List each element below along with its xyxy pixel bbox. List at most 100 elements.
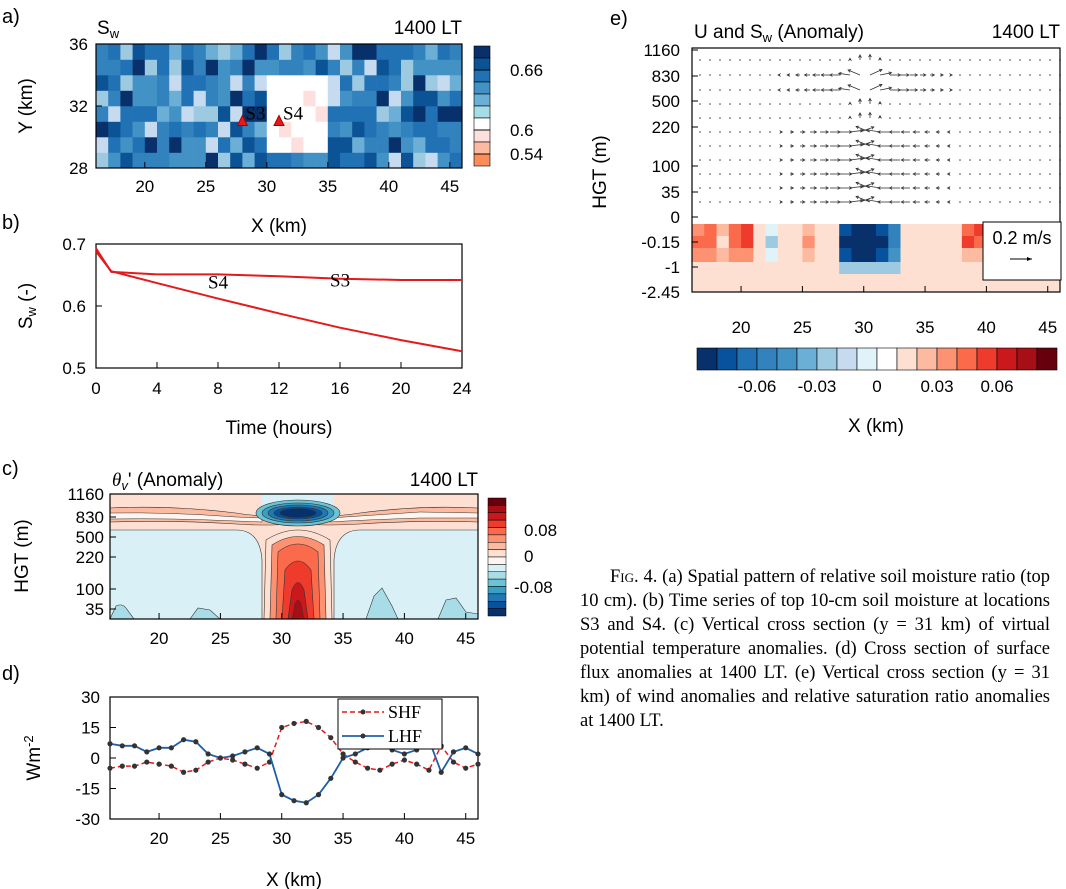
map-cell (315, 59, 329, 76)
x-tick-label: 8 (213, 379, 222, 398)
soil-anomaly-cell (741, 262, 754, 274)
soil-anomaly-cell (802, 236, 815, 248)
map-cell (425, 137, 438, 153)
map-cell (230, 44, 243, 60)
soil-anomaly-cell (949, 236, 963, 248)
map-cell (315, 90, 329, 107)
y-tick-label: 15 (81, 719, 100, 738)
data-point (475, 761, 481, 767)
map-cell (108, 59, 121, 76)
soil-anomaly-cell (851, 236, 865, 248)
x-tick-label: 0 (91, 379, 100, 398)
y-tick-label: 36 (69, 35, 88, 54)
map-cell (181, 90, 194, 107)
wind-arrow (1019, 89, 1021, 91)
soil-anomaly-cell (949, 224, 963, 236)
map-cell (193, 75, 207, 91)
soil-anomaly-cell (741, 248, 754, 262)
wind-arrow (759, 103, 761, 105)
y-tick-label: 35 (661, 183, 680, 202)
wind-arrow (855, 126, 871, 133)
wind-arrow (789, 117, 791, 119)
map-cell (218, 152, 231, 168)
map-cell (303, 44, 316, 60)
panel-d-legend: SHF LHF (337, 698, 443, 750)
soil-anomaly-cell (925, 248, 938, 262)
wind-arrow (1029, 74, 1031, 76)
map-cell (205, 106, 219, 122)
data-point (254, 765, 260, 771)
wind-arrow (709, 131, 711, 133)
map-cell (437, 90, 451, 107)
wind-arrow (1029, 187, 1031, 189)
wind-arrow (989, 159, 991, 161)
map-cell (279, 152, 292, 168)
map-cell (425, 90, 438, 107)
map-cell (181, 44, 194, 60)
map-cell (96, 75, 109, 91)
map-cell (327, 152, 341, 168)
map-cell (242, 106, 255, 122)
wind-arrow (849, 129, 864, 133)
wind-arrow (829, 117, 831, 119)
wind-arrow (1039, 145, 1041, 147)
wind-arrow (959, 131, 961, 133)
y-tick-label: 32 (69, 97, 88, 116)
soil-anomaly-cell (900, 224, 914, 236)
x-tick-label: 35 (318, 177, 337, 196)
map-cell (449, 152, 462, 168)
map-cell (388, 106, 402, 122)
colorbar-swatch (487, 556, 507, 565)
colorbar-swatch (487, 578, 507, 587)
map-cell (340, 137, 353, 153)
wind-arrow (699, 201, 701, 203)
wind-arrow (855, 182, 871, 189)
map-cell (291, 44, 304, 60)
wind-arrow (949, 117, 951, 119)
wind-arrow (999, 159, 1001, 161)
wind-arrow (989, 187, 991, 189)
map-cell (352, 152, 365, 168)
soil-anomaly-cell (753, 224, 766, 236)
map-cell (193, 106, 207, 122)
colorbar-swatch (916, 347, 938, 371)
wind-arrow (719, 201, 721, 203)
map-cell (303, 59, 316, 76)
colorbar-swatch (487, 608, 507, 617)
panel-e-ylabel: HGT (m) (590, 135, 611, 209)
data-point (291, 798, 297, 804)
x-tick-label: 35 (334, 829, 353, 848)
y-tick-label: -2.45 (641, 283, 680, 302)
colorbar-swatch (776, 347, 798, 371)
wind-arrow (729, 103, 731, 105)
y-tick-label: 220 (76, 548, 104, 567)
soil-anomaly-cell (925, 236, 938, 248)
map-cell (425, 121, 438, 138)
map-cell (291, 121, 304, 138)
wind-arrow (929, 117, 931, 119)
wind-arrow (969, 159, 971, 161)
wind-arrow (769, 173, 771, 175)
wind-arrow (1009, 89, 1011, 91)
wind-arrow (989, 89, 991, 91)
colorbar-swatch (1036, 347, 1058, 371)
map-cell (230, 152, 243, 168)
colorbar-swatch (487, 542, 507, 550)
colorbar-swatch (473, 129, 491, 143)
map-cell (205, 121, 219, 138)
data-point (377, 767, 383, 773)
wind-arrow (959, 59, 961, 61)
site-marker (236, 114, 249, 126)
wind-arrow (809, 103, 811, 105)
map-cell (352, 90, 365, 107)
soil-anomaly-cell (692, 262, 705, 274)
panel-e-xlabel: X (km) (848, 416, 904, 437)
wind-arrow (969, 117, 971, 119)
wind-arrow (749, 103, 751, 105)
x-tick-label: 20 (150, 829, 169, 848)
map-cell (413, 121, 426, 138)
map-cell (96, 106, 109, 122)
wind-arrow (709, 201, 711, 203)
map-cell (413, 137, 426, 153)
